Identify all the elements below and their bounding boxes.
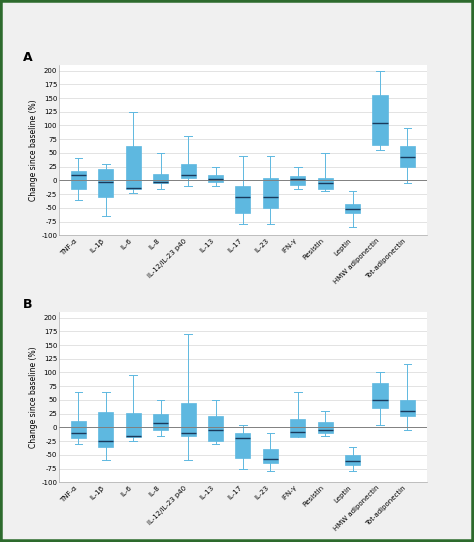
PathPatch shape — [236, 433, 250, 457]
PathPatch shape — [126, 146, 141, 189]
Text: A: A — [22, 51, 32, 64]
Text: B: B — [22, 299, 32, 312]
Y-axis label: Change since baseline (%): Change since baseline (%) — [29, 99, 38, 201]
PathPatch shape — [400, 400, 415, 416]
PathPatch shape — [373, 384, 388, 408]
PathPatch shape — [71, 171, 86, 189]
PathPatch shape — [98, 170, 113, 197]
PathPatch shape — [208, 416, 223, 441]
PathPatch shape — [236, 186, 250, 214]
PathPatch shape — [181, 164, 196, 178]
PathPatch shape — [318, 422, 333, 433]
PathPatch shape — [181, 403, 196, 436]
PathPatch shape — [263, 178, 278, 208]
PathPatch shape — [318, 178, 333, 189]
PathPatch shape — [345, 204, 360, 214]
PathPatch shape — [71, 421, 86, 438]
PathPatch shape — [208, 175, 223, 182]
PathPatch shape — [98, 412, 113, 447]
PathPatch shape — [153, 414, 168, 430]
PathPatch shape — [400, 146, 415, 167]
PathPatch shape — [345, 455, 360, 465]
Y-axis label: Change since baseline (%): Change since baseline (%) — [29, 346, 38, 448]
PathPatch shape — [373, 95, 388, 145]
PathPatch shape — [126, 413, 141, 437]
PathPatch shape — [290, 176, 305, 185]
PathPatch shape — [153, 174, 168, 183]
PathPatch shape — [263, 449, 278, 463]
PathPatch shape — [290, 419, 305, 437]
